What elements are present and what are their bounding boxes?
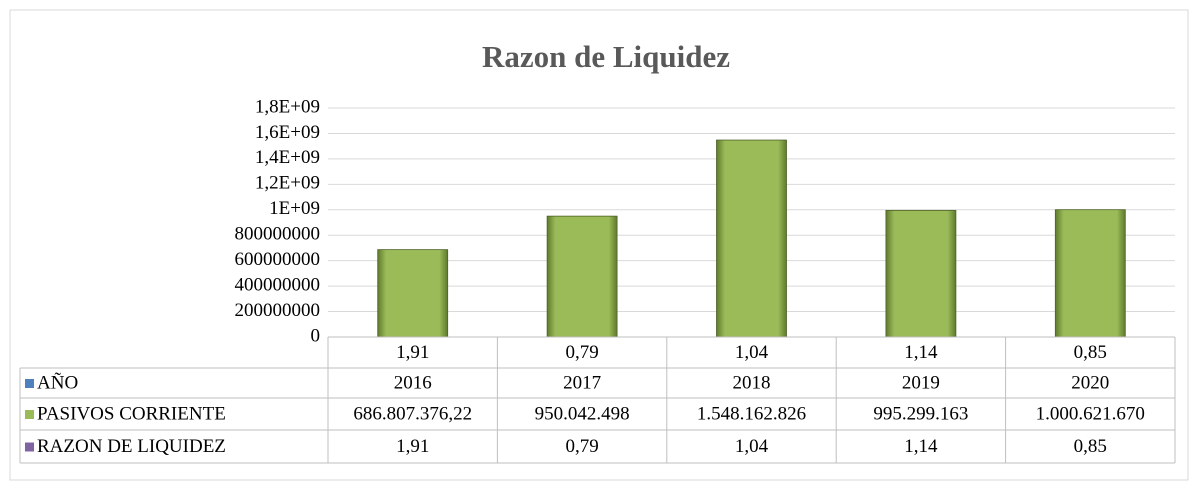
table-cell: 995.299.163	[873, 403, 968, 424]
y-tick-label: 1,8E+09	[255, 96, 320, 117]
y-tick-label: 200000000	[235, 300, 321, 321]
table-cell: 1.548.162.826	[697, 403, 806, 424]
table-cell: 2016	[394, 372, 432, 393]
y-tick-label: 1,2E+09	[255, 173, 320, 194]
x-tick-label: 1,04	[735, 342, 769, 363]
legend-label: AÑO	[37, 371, 78, 393]
legend-label: RAZON DE LIQUIDEZ	[37, 436, 226, 457]
bar	[716, 139, 787, 338]
table-cell: 2018	[733, 372, 771, 393]
bar	[377, 249, 449, 338]
y-tick-label: 1E+09	[269, 198, 320, 219]
table-cell: 0,85	[1074, 436, 1107, 457]
y-tick-label: 800000000	[235, 224, 321, 245]
bar	[546, 215, 618, 338]
chart-title: Razon de Liquidez	[482, 39, 730, 74]
table-cell: 0,79	[565, 436, 598, 457]
y-tick-label: 1,4E+09	[255, 147, 320, 168]
table-cell: 2019	[902, 372, 940, 393]
legend-label: PASIVOS CORRIENTE	[37, 403, 226, 424]
y-tick-label: 0	[311, 325, 321, 346]
table-cell: 686.807.376,22	[353, 403, 472, 424]
y-tick-label: 1,6E+09	[255, 122, 320, 143]
legend-key	[25, 379, 34, 388]
y-tick-label: 400000000	[235, 274, 321, 295]
x-tick-label: 1,91	[396, 342, 429, 363]
legend-key	[25, 442, 34, 452]
table-cell: 2020	[1071, 372, 1109, 393]
x-tick-label: 0,85	[1074, 342, 1107, 363]
table-cell: 1,91	[396, 436, 429, 457]
table-cell: 2017	[563, 372, 601, 393]
bar	[885, 209, 957, 338]
table-cell: 1,14	[904, 436, 938, 457]
table-cell: 1.000.621.670	[1036, 403, 1145, 424]
bar	[1054, 209, 1126, 338]
table-cell: 950.042.498	[535, 403, 630, 424]
legend-key	[25, 410, 34, 419]
y-tick-label: 600000000	[235, 249, 321, 270]
table-cell: 1,04	[735, 436, 769, 457]
x-tick-label: 1,14	[904, 342, 938, 363]
x-tick-label: 0,79	[565, 342, 598, 363]
